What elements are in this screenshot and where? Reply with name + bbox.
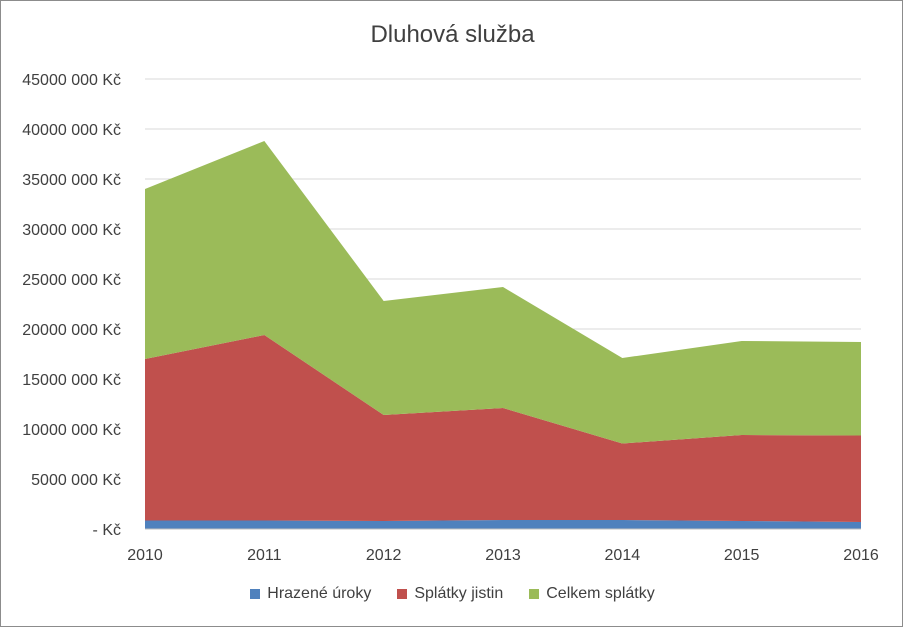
axes: - Kč 5000 000 Kč 10000 000 Kč 15000 000 Kč 2…	[22, 72, 879, 564]
y-tick-label: 25000 000 Kč	[22, 272, 121, 289]
y-tick-label: 45000 000 Kč	[22, 72, 121, 89]
series-areas	[145, 141, 861, 529]
series-area-3	[145, 141, 861, 444]
legend-label: Hrazené úroky	[267, 585, 372, 602]
legend-swatch	[397, 589, 408, 599]
x-tick-label: 2010	[127, 547, 163, 564]
y-tick-label: 40000 000 Kč	[22, 122, 121, 139]
legend-label: Splátky jistin	[414, 585, 504, 602]
x-tick-label: 2014	[605, 547, 641, 564]
x-tick-label: 2011	[247, 547, 282, 564]
y-tick-label: 10000 000 Kč	[22, 422, 121, 439]
y-tick-label: 35000 000 Kč	[22, 172, 121, 189]
x-tick-label: 2015	[724, 547, 760, 564]
legend-label: Celkem splátky	[546, 585, 655, 602]
series-area-2	[145, 335, 861, 522]
chart-title: Dluhová služba	[370, 21, 535, 48]
legend-item: Hrazené úroky	[250, 585, 371, 603]
legend-swatch	[529, 589, 540, 599]
legend-swatch	[250, 589, 261, 599]
series-area-1	[145, 520, 861, 529]
y-tick-label: 30000 000 Kč	[22, 222, 121, 239]
y-tick-label: 20000 000 Kč	[22, 322, 121, 339]
x-tick-label: 2016	[843, 547, 879, 564]
y-tick-label: - Kč	[93, 522, 121, 539]
y-tick-label: 5000 000 Kč	[31, 472, 121, 489]
legend: Hrazené úroky Splátky jistin Celkem splátk…	[1, 585, 903, 603]
x-tick-label: 2013	[485, 547, 521, 564]
x-tick-label: 2012	[366, 547, 402, 564]
legend-item: Celkem splátky	[529, 585, 655, 603]
legend-item: Splátky jistin	[397, 585, 503, 603]
y-tick-label: 15000 000 Kč	[22, 372, 121, 389]
